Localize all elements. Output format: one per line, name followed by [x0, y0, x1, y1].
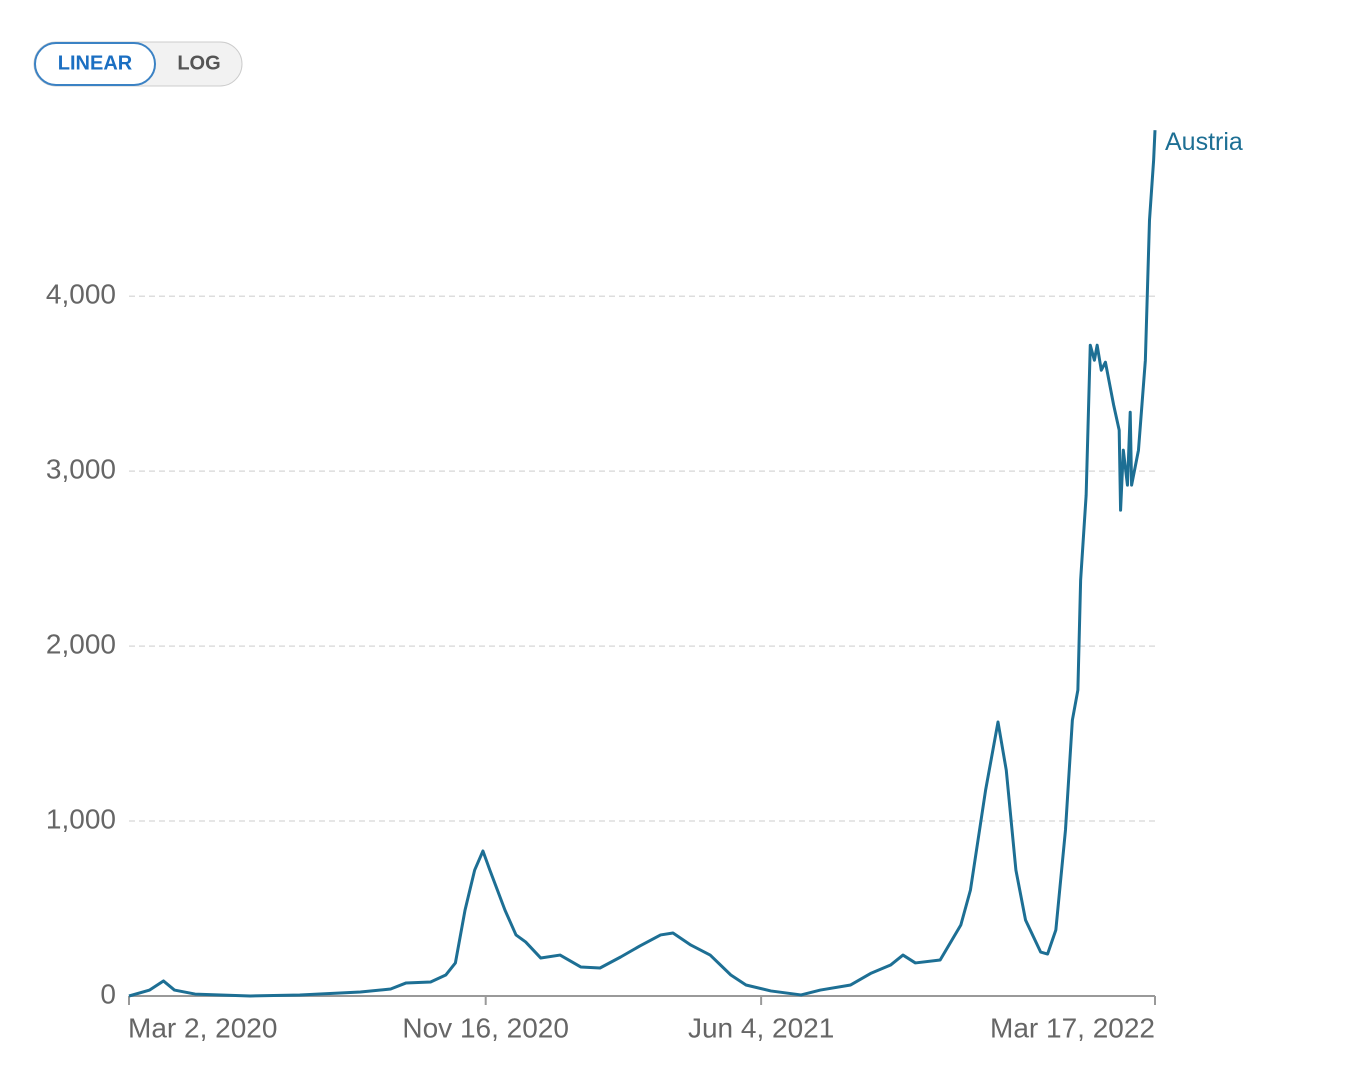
scale-toggle: LINEAR LOG: [33, 41, 243, 87]
y-tick-label: 1,000: [46, 803, 116, 834]
series-label: Austria: [1165, 128, 1243, 156]
y-tick-label: 2,000: [46, 628, 116, 659]
series-line: [128, 130, 1157, 998]
y-tick-label: 3,000: [46, 454, 116, 485]
log-label[interactable]: LOG: [177, 52, 220, 74]
linear-button[interactable]: [34, 42, 156, 86]
x-tick-label: Mar 2, 2020: [128, 1012, 277, 1043]
y-tick-label: 4,000: [46, 279, 116, 310]
x-tick-label: Mar 17, 2022: [990, 1012, 1155, 1043]
y-tick-label: 0: [100, 978, 116, 1009]
linear-label[interactable]: LINEAR: [58, 52, 133, 74]
x-tick-label: Nov 16, 2020: [402, 1012, 569, 1043]
x-tick-label: Jun 4, 2021: [688, 1012, 834, 1043]
